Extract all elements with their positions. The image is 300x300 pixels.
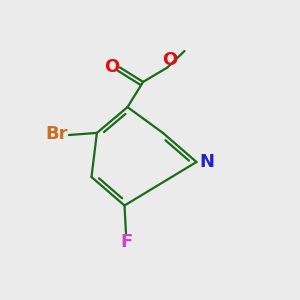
Text: O: O — [104, 58, 119, 76]
Text: O: O — [162, 51, 177, 69]
Text: N: N — [200, 153, 214, 171]
Text: Br: Br — [45, 125, 68, 143]
Text: F: F — [120, 233, 132, 251]
